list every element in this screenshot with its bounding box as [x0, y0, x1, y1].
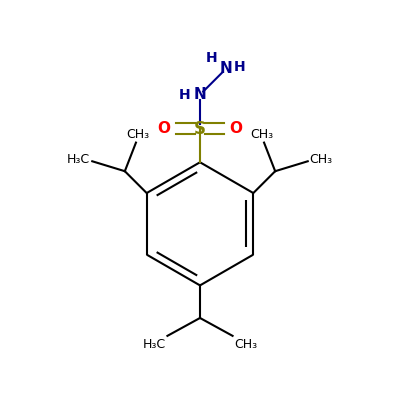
Text: S: S [194, 120, 206, 138]
Text: H: H [206, 51, 218, 65]
Text: O: O [158, 121, 171, 136]
Text: CH₃: CH₃ [234, 338, 258, 351]
Text: H: H [179, 88, 191, 102]
Text: CH₃: CH₃ [310, 153, 333, 166]
Text: H₃C: H₃C [67, 153, 90, 166]
Text: CH₃: CH₃ [250, 128, 274, 141]
Text: N: N [220, 62, 232, 76]
Text: O: O [229, 121, 242, 136]
Text: CH₃: CH₃ [126, 128, 150, 141]
Text: H: H [234, 60, 246, 74]
Text: H₃C: H₃C [142, 338, 166, 351]
Text: N: N [194, 87, 206, 102]
